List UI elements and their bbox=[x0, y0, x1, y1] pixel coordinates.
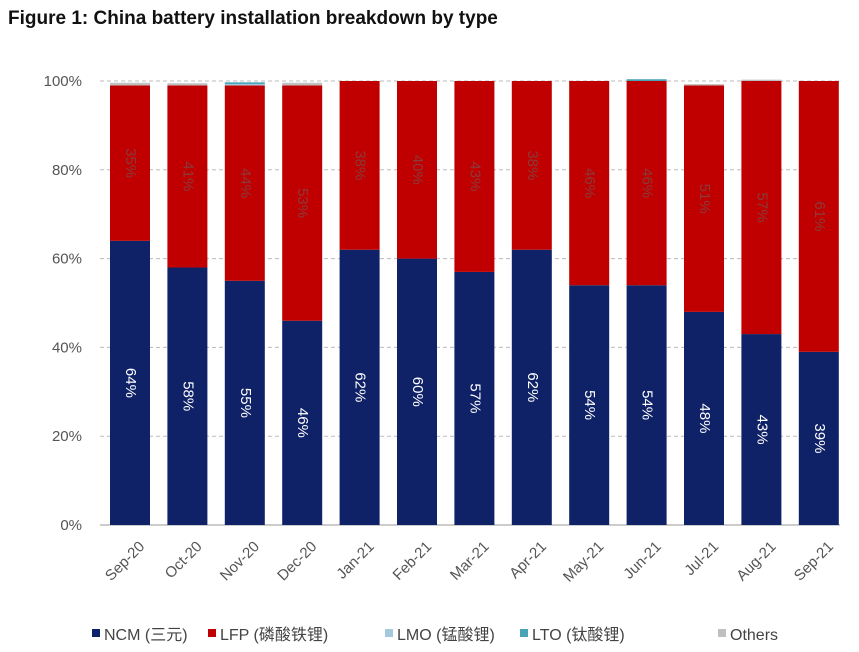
bar-segment bbox=[224, 85, 265, 281]
data-label: 39% bbox=[811, 423, 828, 453]
chart-title: Figure 1: China battery installation bre… bbox=[8, 8, 498, 29]
bar-segment bbox=[282, 320, 323, 525]
bar-segment bbox=[167, 267, 208, 525]
bar-segment bbox=[684, 84, 724, 86]
bar-segment bbox=[511, 249, 552, 525]
x-tick-label: Dec-20 bbox=[274, 538, 320, 584]
data-label: 43% bbox=[466, 161, 483, 191]
data-label: 64% bbox=[122, 368, 139, 398]
x-tick-label: Jan-21 bbox=[333, 538, 377, 582]
x-tick-label: Sep-20 bbox=[102, 538, 148, 584]
y-tick-label: 40% bbox=[52, 339, 82, 356]
bar-segment bbox=[569, 81, 610, 286]
bar-segment bbox=[741, 334, 782, 525]
data-label: 53% bbox=[294, 188, 311, 218]
data-label: 51% bbox=[696, 184, 713, 214]
x-tick-label: May-21 bbox=[560, 538, 607, 585]
bar-segment bbox=[626, 79, 667, 81]
data-label: 54% bbox=[639, 390, 656, 420]
data-label: 55% bbox=[237, 388, 254, 418]
data-label: 58% bbox=[179, 381, 196, 411]
bar-segment bbox=[798, 81, 839, 352]
x-tick-label: Jul-21 bbox=[681, 538, 722, 579]
legend-label: Others bbox=[730, 627, 778, 644]
data-label: 38% bbox=[352, 150, 369, 180]
y-tick-label: 60% bbox=[52, 251, 82, 268]
data-label: 57% bbox=[466, 383, 483, 413]
x-tick-label: Sep-21 bbox=[791, 538, 837, 584]
x-tick-label: Oct-20 bbox=[162, 538, 206, 582]
data-label: 46% bbox=[639, 168, 656, 198]
bar-segment bbox=[167, 85, 208, 268]
data-label: 57% bbox=[753, 193, 770, 223]
bar-segment bbox=[626, 81, 667, 286]
y-tick-label: 20% bbox=[52, 428, 82, 445]
y-tick-label: 0% bbox=[60, 517, 82, 534]
data-label: 46% bbox=[581, 168, 598, 198]
data-label: 60% bbox=[409, 377, 426, 407]
data-label: 44% bbox=[237, 168, 254, 198]
bar-segment bbox=[569, 285, 610, 525]
legend-swatch bbox=[92, 629, 100, 637]
legend-label: LTO (钛酸锂) bbox=[532, 626, 625, 644]
bar-segment bbox=[741, 81, 782, 335]
data-label: 43% bbox=[753, 415, 770, 445]
legend-label: NCM (三元) bbox=[104, 627, 188, 644]
y-tick-label: 80% bbox=[52, 162, 82, 179]
data-label: 61% bbox=[811, 201, 828, 231]
bar-segment bbox=[110, 85, 150, 241]
x-tick-label: Aug-21 bbox=[733, 538, 779, 584]
bar-segment bbox=[454, 81, 495, 272]
data-label: 46% bbox=[294, 408, 311, 438]
bar-segment bbox=[511, 81, 552, 250]
data-label: 38% bbox=[524, 150, 541, 180]
data-label: 62% bbox=[524, 372, 541, 402]
data-label: 40% bbox=[409, 155, 426, 185]
legend-swatch bbox=[208, 629, 216, 637]
y-tick-label: 100% bbox=[44, 73, 82, 90]
bar-segment bbox=[339, 249, 380, 525]
data-label: 54% bbox=[581, 390, 598, 420]
legend-swatch bbox=[520, 629, 528, 637]
x-tick-label: Mar-21 bbox=[447, 538, 493, 584]
legend-label: LMO (锰酸锂) bbox=[397, 626, 495, 644]
bar-segment bbox=[684, 311, 724, 525]
data-label: 35% bbox=[122, 148, 139, 178]
data-label: 48% bbox=[696, 403, 713, 433]
x-tick-label: Feb-21 bbox=[390, 538, 436, 584]
x-tick-label: Jun-21 bbox=[620, 538, 664, 582]
bar-segment bbox=[397, 81, 437, 259]
bar-segment bbox=[397, 258, 437, 525]
legend-swatch bbox=[718, 629, 726, 637]
bar-segment bbox=[798, 351, 839, 525]
bar-segment bbox=[626, 285, 667, 525]
x-tick-label: Apr-21 bbox=[506, 538, 550, 582]
bar-segment bbox=[110, 240, 150, 525]
bar-segment bbox=[684, 85, 724, 312]
bar-segment bbox=[224, 84, 265, 86]
data-label: 62% bbox=[352, 372, 369, 402]
bar-segment bbox=[110, 82, 150, 86]
legend-swatch bbox=[385, 629, 393, 637]
bar-segment bbox=[282, 85, 323, 321]
bar-segment bbox=[339, 81, 380, 250]
legend-label: LFP (磷酸铁锂) bbox=[220, 626, 328, 644]
bar-segment bbox=[224, 82, 265, 85]
bar-segment bbox=[454, 271, 495, 525]
bar-segment bbox=[741, 79, 782, 81]
data-label: 41% bbox=[179, 161, 196, 191]
bar-segment bbox=[282, 82, 323, 86]
bar-segment bbox=[224, 280, 265, 525]
x-tick-label: Nov-20 bbox=[217, 538, 263, 584]
bar-segment bbox=[167, 83, 208, 86]
